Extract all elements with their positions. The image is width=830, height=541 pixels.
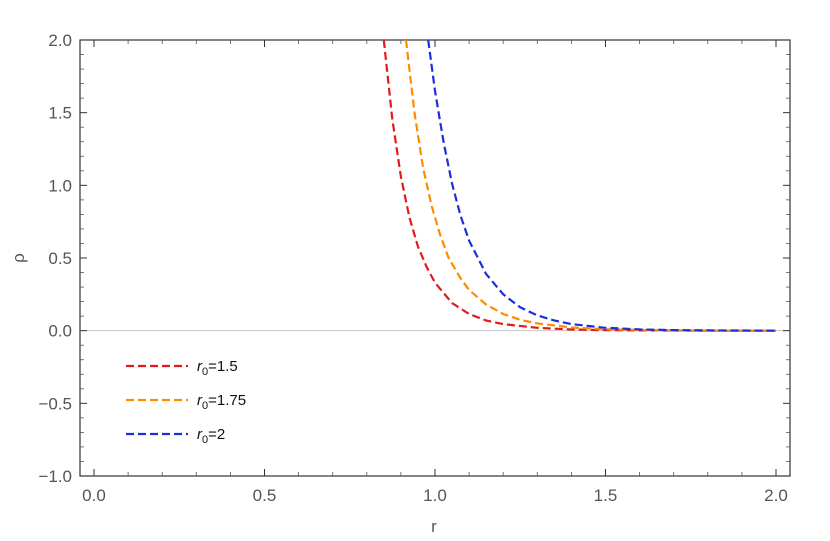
x-axis-title: r — [431, 517, 437, 536]
x-tick-label: 2.0 — [764, 486, 788, 505]
y-tick-label: 0.5 — [48, 249, 72, 268]
plot-frame — [79, 39, 791, 477]
series-line-1 — [382, 39, 776, 332]
x-tick-label: 0.0 — [82, 486, 106, 505]
series-line-3 — [427, 39, 777, 332]
y-tick-label: 1.5 — [48, 104, 72, 123]
series-line-2 — [404, 39, 776, 332]
legend-label-1: r0=1.5 — [197, 358, 238, 378]
y-tick-label: 2.0 — [48, 31, 72, 50]
y-axis-title: ρ — [9, 253, 28, 263]
x-tick-label: 0.5 — [253, 486, 277, 505]
x-tick-label: 1.5 — [594, 486, 618, 505]
y-tick-label: −0.5 — [38, 394, 72, 413]
legend-label-3: r0=2 — [197, 426, 225, 446]
y-tick-label: 1.0 — [48, 176, 72, 195]
y-tick-label: −1.0 — [38, 467, 72, 486]
legend-label-2: r0=1.75 — [197, 392, 246, 412]
x-tick-label: 1.0 — [423, 486, 447, 505]
y-tick-label: 0.0 — [48, 322, 72, 341]
